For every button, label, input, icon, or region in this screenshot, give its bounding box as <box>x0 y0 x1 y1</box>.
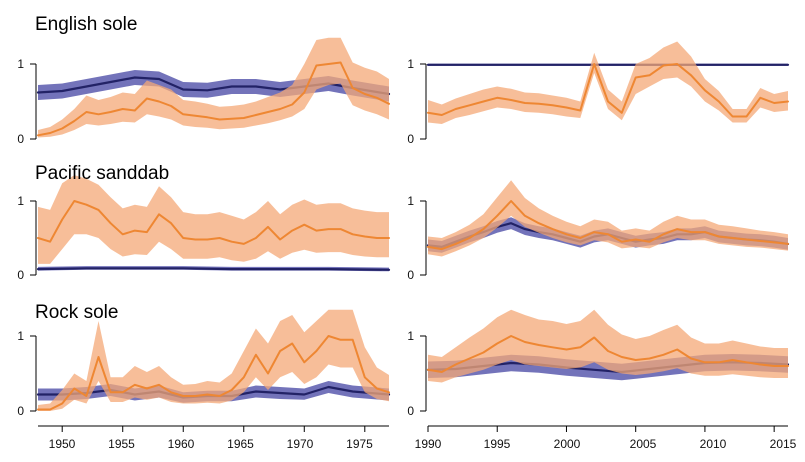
species-title-pacific-sanddab: Pacific sanddab <box>35 163 169 184</box>
y-tick-label: 1 <box>17 57 24 71</box>
blue-series-line <box>36 267 391 271</box>
x-tick-label: 1950 <box>49 437 76 451</box>
x-tick-label: 1995 <box>484 437 511 451</box>
y-tick-label: 0 <box>407 132 414 146</box>
y-tick-label: 0 <box>17 132 24 146</box>
orange-series-band <box>428 41 788 124</box>
x-axis-right: 1990 1995 2000 2005 2010 2015 <box>415 425 797 451</box>
x-tick-label: 1965 <box>227 437 254 451</box>
y-tick-label: 0 <box>17 268 24 282</box>
x-tick-label: 1955 <box>108 437 135 451</box>
x-tick-label: 1975 <box>346 437 373 451</box>
orange-series-line <box>37 335 390 411</box>
species-title-rock-sole: Rock sole <box>35 302 118 323</box>
panel-rock-sole-right: 01 <box>407 309 790 418</box>
orange-series-band <box>38 309 389 411</box>
y-tick-label: 0 <box>407 404 414 418</box>
panel-pacific-sanddab-left: 01 <box>17 175 391 282</box>
orange-series-band <box>38 175 389 264</box>
x-tick-label: 2005 <box>630 437 657 451</box>
orange-series-line <box>37 200 390 245</box>
orange-series-line <box>37 61 390 137</box>
y-tick-label: 1 <box>17 194 24 208</box>
panel-english-sole-right: 01 <box>407 41 790 146</box>
y-tick-label: 0 <box>17 404 24 418</box>
orange-series-band <box>428 309 788 383</box>
x-axis-left: 1950 1955 1960 1965 1970 1975 <box>38 425 389 451</box>
species-titles: English sole Pacific sanddab Rock sole <box>35 14 169 323</box>
y-tick-label: 1 <box>407 57 414 71</box>
x-tick-marks <box>61 426 775 432</box>
orange-series-band <box>428 180 788 257</box>
panel-english-sole-left: 01 <box>17 37 391 146</box>
panel-rock-sole-left: 01 <box>17 309 391 418</box>
orange-series-line <box>427 335 789 373</box>
panel-pacific-sanddab-right: 01 <box>407 180 790 282</box>
x-tick-label: 1970 <box>287 437 314 451</box>
orange-series-line <box>427 63 789 118</box>
x-tick-label: 2000 <box>554 437 581 451</box>
y-tick-label: 0 <box>407 268 414 282</box>
y-tick-label: 1 <box>17 329 24 343</box>
x-tick-label: 1990 <box>415 437 442 451</box>
y-tick-label: 1 <box>407 194 414 208</box>
y-tick-label: 1 <box>407 329 414 343</box>
orange-series-line <box>427 200 789 251</box>
x-tick-label: 2010 <box>700 437 727 451</box>
x-tick-label: 2015 <box>770 437 797 451</box>
orange-series-band <box>38 37 389 138</box>
x-tick-label: 1960 <box>168 437 195 451</box>
species-title-english-sole: English sole <box>35 14 137 35</box>
